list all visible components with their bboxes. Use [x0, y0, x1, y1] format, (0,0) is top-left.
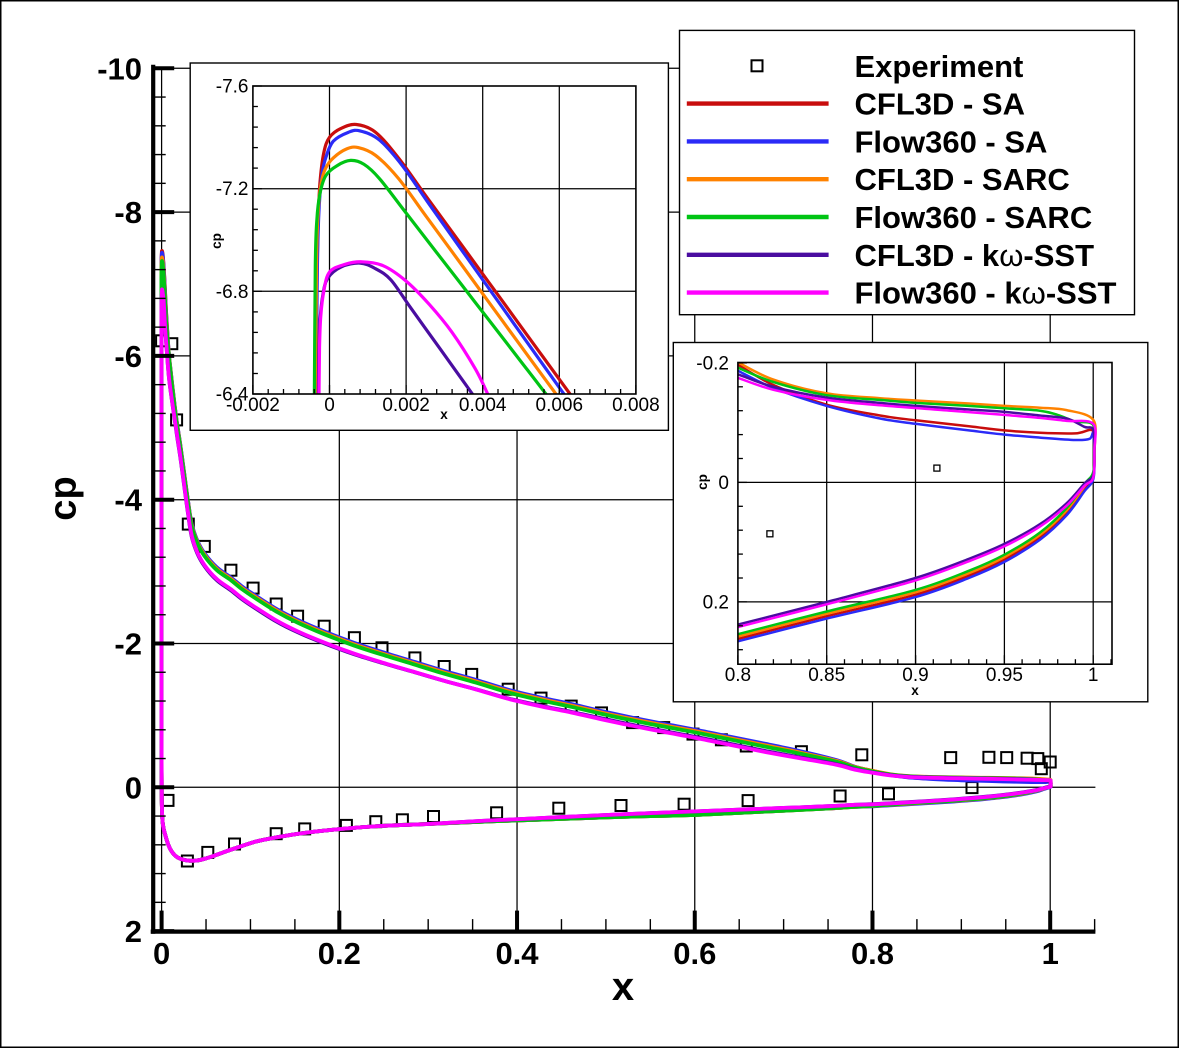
svg-text:-10: -10 [97, 51, 142, 86]
svg-text:0.8: 0.8 [725, 665, 751, 686]
svg-text:x: x [440, 407, 448, 422]
svg-text:-7.6: -7.6 [216, 77, 249, 98]
svg-text:0.004: 0.004 [459, 395, 507, 416]
svg-text:Flow360 - kω-SST: Flow360 - kω-SST [855, 276, 1117, 311]
svg-text:0: 0 [153, 936, 170, 971]
svg-text:CFL3D - SARC: CFL3D - SARC [855, 162, 1070, 197]
svg-text:x: x [911, 683, 919, 698]
svg-text:0.85: 0.85 [808, 665, 845, 686]
svg-text:0.95: 0.95 [986, 665, 1023, 686]
svg-text:0: 0 [718, 473, 729, 494]
svg-text:cp: cp [209, 233, 224, 249]
svg-text:Flow360 - SARC: Flow360 - SARC [855, 200, 1093, 235]
svg-text:0.4: 0.4 [495, 936, 539, 971]
svg-text:0.8: 0.8 [851, 936, 894, 971]
svg-text:cp: cp [695, 474, 710, 490]
svg-text:-0.002: -0.002 [226, 395, 280, 416]
svg-text:-6: -6 [114, 339, 142, 374]
svg-text:1: 1 [1042, 936, 1059, 971]
svg-text:0: 0 [125, 770, 142, 805]
svg-text:0.008: 0.008 [612, 395, 660, 416]
svg-text:0: 0 [324, 395, 335, 416]
svg-text:x: x [612, 965, 634, 1009]
svg-text:-6.8: -6.8 [216, 282, 249, 303]
svg-text:-7.2: -7.2 [216, 179, 249, 200]
svg-text:Experiment: Experiment [855, 49, 1024, 84]
svg-text:2: 2 [125, 914, 142, 949]
svg-text:0.002: 0.002 [382, 395, 430, 416]
svg-text:CFL3D - kω-SST: CFL3D - kω-SST [855, 238, 1095, 273]
svg-text:-2: -2 [114, 627, 142, 662]
svg-text:0.006: 0.006 [536, 395, 584, 416]
svg-text:cp: cp [43, 476, 85, 520]
svg-text:CFL3D - SA: CFL3D - SA [855, 87, 1026, 122]
svg-text:-6.4: -6.4 [216, 385, 249, 406]
svg-text:Flow360 - SA: Flow360 - SA [855, 124, 1048, 159]
svg-text:0.2: 0.2 [703, 592, 729, 613]
svg-text:1: 1 [1088, 665, 1099, 686]
svg-text:-8: -8 [114, 195, 142, 230]
svg-text:0.9: 0.9 [902, 665, 928, 686]
svg-text:0.2: 0.2 [318, 936, 361, 971]
svg-text:-4: -4 [114, 483, 142, 518]
svg-text:-0.2: -0.2 [696, 353, 729, 374]
svg-text:0.6: 0.6 [673, 936, 716, 971]
